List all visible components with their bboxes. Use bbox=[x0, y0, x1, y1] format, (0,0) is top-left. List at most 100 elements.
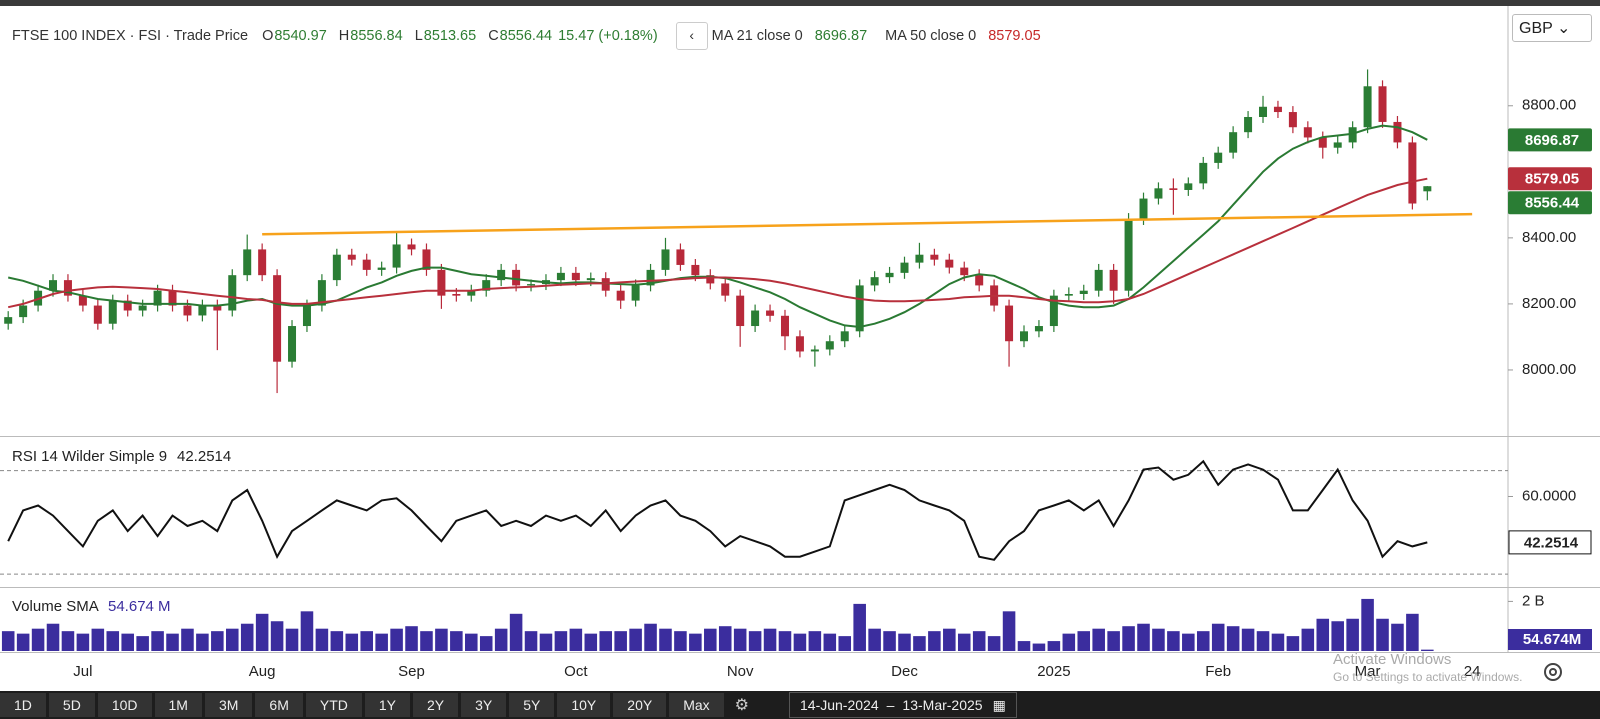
range-button[interactable]: 10Y bbox=[557, 693, 611, 717]
candle-body bbox=[1109, 269, 1118, 291]
index-name: FTSE 100 INDEX · FSI bbox=[12, 28, 162, 44]
price-badge bbox=[1508, 191, 1592, 215]
candle-body bbox=[1333, 142, 1342, 148]
volume-bar bbox=[315, 628, 329, 651]
x-tick-label: Aug bbox=[249, 663, 276, 680]
volume-bar bbox=[465, 633, 478, 651]
volume-bar bbox=[405, 626, 418, 651]
candle-body bbox=[1288, 112, 1297, 128]
volume-bar bbox=[494, 628, 508, 651]
range-button[interactable]: 5Y bbox=[509, 693, 555, 717]
volume-title: Volume SMA bbox=[12, 598, 99, 615]
collapse-button[interactable]: ‹ bbox=[675, 22, 708, 50]
volume-bar bbox=[1421, 649, 1434, 651]
candle-body bbox=[1139, 198, 1148, 220]
settings-icon[interactable] bbox=[1544, 663, 1562, 681]
header: FTSE 100 INDEX · FSI · Trade Price O 8540… bbox=[12, 22, 1045, 50]
candle-body bbox=[571, 272, 580, 281]
open-value: 8540.97 bbox=[274, 28, 327, 44]
range-button[interactable]: Max bbox=[669, 693, 724, 717]
volume-bar bbox=[1406, 613, 1419, 651]
volume-bar bbox=[479, 636, 493, 651]
candle-body bbox=[1273, 106, 1282, 113]
candle-body bbox=[1020, 331, 1029, 342]
ohlc-key: H bbox=[338, 28, 350, 44]
range-button[interactable]: 3Y bbox=[461, 693, 507, 717]
x-tick-label: Oct bbox=[564, 663, 588, 680]
y-tick-label: 60.0000 bbox=[1522, 487, 1576, 504]
volume-bar bbox=[121, 633, 134, 651]
ma50-value: 8579.05 bbox=[988, 28, 1041, 44]
candle-body bbox=[661, 249, 670, 270]
candle-body bbox=[78, 295, 87, 306]
volume-sma: 54.674 M bbox=[108, 598, 171, 615]
volume-bar bbox=[1271, 633, 1285, 651]
candle-body bbox=[422, 249, 431, 270]
candle-body bbox=[1259, 106, 1268, 117]
range-button[interactable]: 2Y bbox=[412, 693, 459, 717]
candle-body bbox=[1348, 127, 1357, 143]
candle-body bbox=[407, 244, 416, 250]
range-button[interactable]: 1Y bbox=[364, 693, 410, 717]
volume-bar bbox=[913, 636, 926, 651]
volume-bar bbox=[1092, 628, 1105, 651]
ma50-name: MA 50 close 0 bbox=[885, 28, 977, 44]
candle-body bbox=[825, 341, 834, 350]
volume-bar bbox=[1152, 628, 1165, 651]
range-button[interactable]: YTD bbox=[305, 693, 362, 717]
x-tick-label: Feb bbox=[1205, 663, 1231, 680]
volume-bar bbox=[599, 631, 613, 651]
volume-bar bbox=[375, 633, 388, 651]
volume-bar bbox=[778, 631, 792, 651]
rsi-value: 42.2514 bbox=[177, 448, 231, 465]
range-button[interactable]: 10D bbox=[97, 693, 152, 717]
range-button[interactable]: 3M bbox=[204, 693, 253, 717]
candle-body bbox=[108, 300, 117, 324]
volume-bar bbox=[1137, 623, 1150, 651]
ma21-name: MA 21 close 0 bbox=[711, 28, 803, 44]
volume-bar bbox=[255, 613, 269, 651]
gear-icon[interactable]: ⚙ bbox=[734, 697, 749, 714]
y-tick-label: 8200.00 bbox=[1522, 295, 1576, 312]
candle-body bbox=[1214, 152, 1223, 163]
volume-bar bbox=[928, 631, 941, 651]
volume-bar bbox=[91, 628, 105, 651]
range-button[interactable]: 5D bbox=[48, 693, 95, 717]
rsi-title: RSI 14 Wilder Simple 9 bbox=[12, 448, 167, 465]
volume-bar bbox=[1002, 611, 1016, 651]
volume-bar bbox=[644, 623, 657, 651]
change: 15.47 (+0.18%) bbox=[558, 28, 658, 44]
currency-select[interactable]: GBP ⌄ bbox=[1512, 14, 1592, 42]
volume-bar bbox=[240, 623, 254, 651]
range-buttons: 1D 5D 10D 1M 3M 6M YTD 1Y 2Y 3Y 5Y 10Y 20Y Max bbox=[0, 693, 727, 717]
volume-bar bbox=[1167, 631, 1180, 651]
calendar-icon: ▦ bbox=[992, 696, 1006, 713]
date-from: 14-Jun-2024 bbox=[800, 697, 879, 713]
range-button[interactable]: 1D bbox=[0, 693, 46, 717]
volume-bar bbox=[943, 628, 956, 651]
candle-body bbox=[1363, 86, 1372, 128]
candle-body bbox=[1034, 326, 1043, 332]
range-button[interactable]: 20Y bbox=[613, 693, 667, 717]
price-badge-label: 8556.44 bbox=[1525, 195, 1580, 212]
range-button[interactable]: 1M bbox=[154, 693, 202, 717]
volume-bar bbox=[584, 633, 598, 651]
candle-body bbox=[676, 249, 685, 265]
volume-bar bbox=[166, 633, 179, 651]
candle-body bbox=[646, 269, 655, 286]
candle-body bbox=[19, 305, 28, 318]
candle-body bbox=[1154, 188, 1163, 199]
volume-bar bbox=[1361, 598, 1374, 651]
volume-bar bbox=[808, 631, 822, 651]
candle-body bbox=[527, 284, 536, 286]
candle-body bbox=[795, 336, 804, 352]
candle-body bbox=[736, 295, 745, 327]
candle-body bbox=[258, 249, 267, 276]
candle-body bbox=[1124, 219, 1133, 291]
volume-badge-label: 54.674M bbox=[1523, 631, 1581, 648]
range-button[interactable]: 6M bbox=[255, 693, 303, 717]
candle-body bbox=[900, 262, 909, 273]
candle-body bbox=[467, 290, 476, 296]
date-range[interactable]: 14-Jun-2024 – 13-Mar-2025 ▦ bbox=[789, 692, 1017, 718]
